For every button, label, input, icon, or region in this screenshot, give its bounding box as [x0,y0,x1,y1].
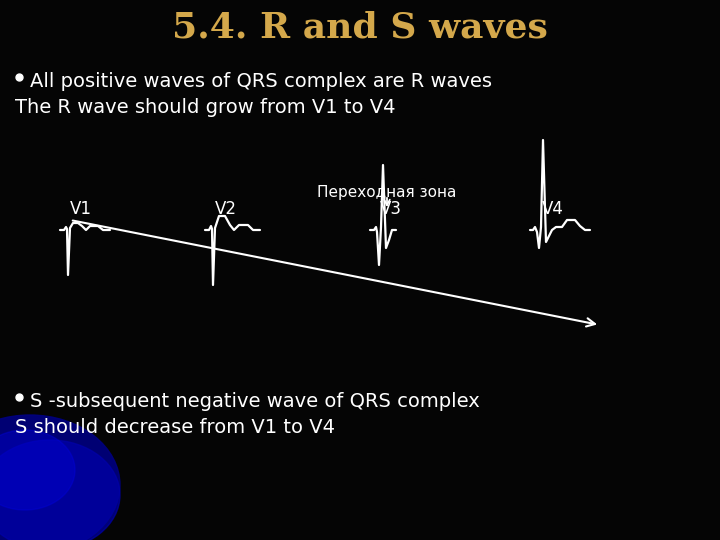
Text: 5.4. R and S waves: 5.4. R and S waves [172,10,548,44]
Text: V2: V2 [215,200,237,218]
Text: S should decrease from V1 to V4: S should decrease from V1 to V4 [15,418,335,437]
Ellipse shape [0,440,120,540]
Text: S -subsequent negative wave of QRS complex: S -subsequent negative wave of QRS compl… [30,392,480,411]
Ellipse shape [0,430,75,510]
Text: Переходная зона: Переходная зона [318,185,456,200]
Ellipse shape [0,415,120,540]
Text: The R wave should grow from V1 to V4: The R wave should grow from V1 to V4 [15,98,395,117]
Text: V4: V4 [542,200,564,218]
Text: All positive waves of QRS complex are R waves: All positive waves of QRS complex are R … [30,72,492,91]
Text: V1: V1 [70,200,92,218]
Text: V3: V3 [380,200,402,218]
